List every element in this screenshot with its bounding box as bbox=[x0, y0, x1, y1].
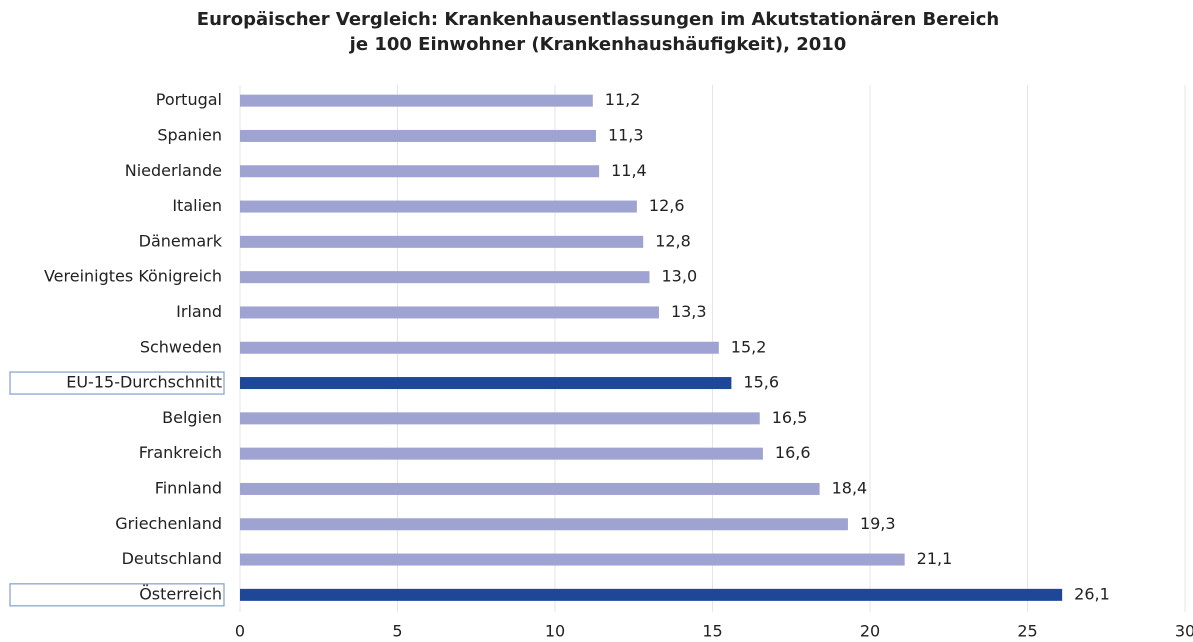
y-tick-label: Portugal bbox=[156, 90, 222, 109]
y-tick-label: Belgien bbox=[162, 408, 222, 427]
bar bbox=[240, 94, 593, 107]
x-tick-label: 25 bbox=[1017, 622, 1037, 641]
bar bbox=[240, 412, 760, 425]
y-tick-label: Dänemark bbox=[139, 231, 223, 250]
y-tick-label: EU-15-Durchschnitt bbox=[66, 373, 222, 392]
bar bbox=[240, 306, 659, 319]
x-tick-label: 30 bbox=[1175, 622, 1193, 641]
y-tick-label: Spanien bbox=[157, 125, 222, 144]
value-label: 21,1 bbox=[917, 549, 953, 568]
y-tick-label: Italien bbox=[172, 196, 222, 215]
bar bbox=[240, 518, 848, 531]
y-tick-label: Schweden bbox=[140, 337, 222, 356]
chart-title: Europäischer Vergleich: Krankenhausentla… bbox=[197, 9, 999, 30]
value-label: 11,3 bbox=[608, 125, 644, 144]
x-tick-label: 0 bbox=[235, 622, 245, 641]
bar bbox=[240, 482, 820, 495]
y-tick-label: Irland bbox=[176, 302, 222, 321]
value-label: 19,3 bbox=[860, 514, 896, 533]
x-tick-label: 10 bbox=[545, 622, 565, 641]
value-label: 26,1 bbox=[1074, 584, 1110, 603]
value-label: 15,2 bbox=[731, 337, 767, 356]
y-tick-label: Finnland bbox=[155, 478, 222, 497]
value-label: 12,6 bbox=[649, 196, 685, 215]
x-tick-label: 15 bbox=[702, 622, 722, 641]
bar bbox=[240, 235, 644, 248]
bar bbox=[240, 200, 637, 213]
y-tick-label: Deutschland bbox=[122, 549, 222, 568]
value-label: 16,5 bbox=[772, 408, 808, 427]
value-label: 13,3 bbox=[671, 302, 707, 321]
x-tick-label: 20 bbox=[860, 622, 880, 641]
y-tick-label: Niederlande bbox=[125, 161, 222, 180]
bar bbox=[240, 129, 596, 142]
value-label: 15,6 bbox=[743, 373, 779, 392]
value-label: 11,4 bbox=[611, 161, 647, 180]
y-tick-label: Griechenland bbox=[115, 514, 222, 533]
value-label: 13,0 bbox=[662, 267, 698, 286]
bar bbox=[240, 165, 600, 178]
y-tick-label: Frankreich bbox=[139, 443, 222, 462]
chart-title: je 100 Einwohner (Krankenhaushäufigkeit)… bbox=[349, 34, 847, 55]
value-label: 16,6 bbox=[775, 443, 811, 462]
bar bbox=[240, 341, 719, 354]
bar bbox=[240, 588, 1063, 601]
label-box bbox=[9, 583, 225, 607]
bar bbox=[240, 271, 650, 284]
bar bbox=[240, 447, 763, 460]
bar bbox=[240, 377, 732, 390]
value-label: 11,2 bbox=[605, 90, 641, 109]
y-tick-label: Österreich bbox=[139, 584, 222, 603]
value-label: 12,8 bbox=[655, 231, 691, 250]
value-label: 18,4 bbox=[832, 478, 868, 497]
y-tick-label: Vereinigtes Königreich bbox=[44, 267, 222, 286]
label-box bbox=[9, 371, 225, 395]
x-tick-label: 5 bbox=[392, 622, 402, 641]
bar bbox=[240, 553, 905, 566]
